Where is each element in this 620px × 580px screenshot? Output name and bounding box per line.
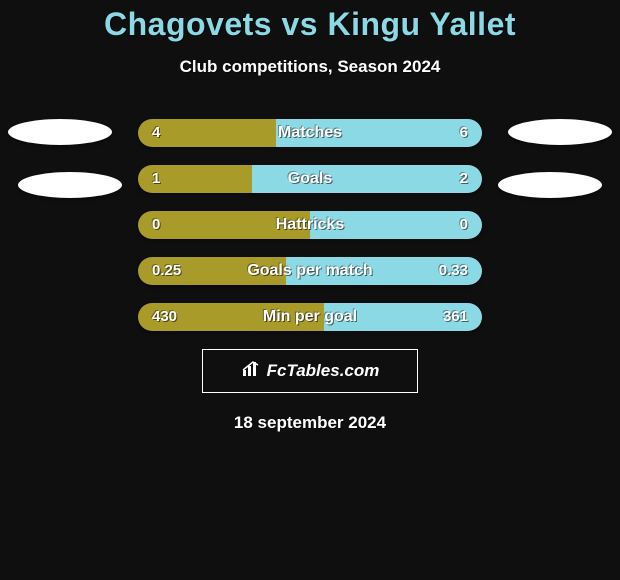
player1-avatar-placeholder	[8, 119, 112, 145]
comparison-infographic: Chagovets vs Kingu Yallet Club competiti…	[0, 0, 620, 580]
stat-row: Goals12	[138, 165, 482, 193]
stat-bar-right	[324, 303, 482, 331]
stat-bar-right	[310, 211, 482, 239]
page-title: Chagovets vs Kingu Yallet	[0, 6, 620, 43]
stats-area: Matches46 Goals12 Hattricks00 Goals per mat…	[0, 119, 620, 331]
stat-bar-left	[138, 257, 286, 285]
stat-bar-right	[286, 257, 482, 285]
player1-avatar-placeholder-2	[18, 172, 122, 198]
brand-box: FcTables.com	[202, 349, 418, 393]
stat-bar-left	[138, 303, 324, 331]
date-text: 18 september 2024	[0, 413, 620, 433]
stat-row: Matches46	[138, 119, 482, 147]
page-subtitle: Club competitions, Season 2024	[0, 57, 620, 77]
bar-chart-icon	[241, 360, 263, 383]
brand-text: FcTables.com	[267, 361, 380, 381]
stat-bar-left	[138, 119, 276, 147]
stat-bar-right	[252, 165, 482, 193]
stat-row: Min per goal430361	[138, 303, 482, 331]
stat-bar-left	[138, 211, 310, 239]
stat-bar-left	[138, 165, 252, 193]
stat-row: Goals per match0.250.33	[138, 257, 482, 285]
stat-bars: Matches46 Goals12 Hattricks00 Goals per mat…	[138, 119, 482, 331]
player2-avatar-placeholder-2	[498, 172, 602, 198]
player2-avatar-placeholder	[508, 119, 612, 145]
stat-bar-right	[276, 119, 482, 147]
stat-row: Hattricks00	[138, 211, 482, 239]
